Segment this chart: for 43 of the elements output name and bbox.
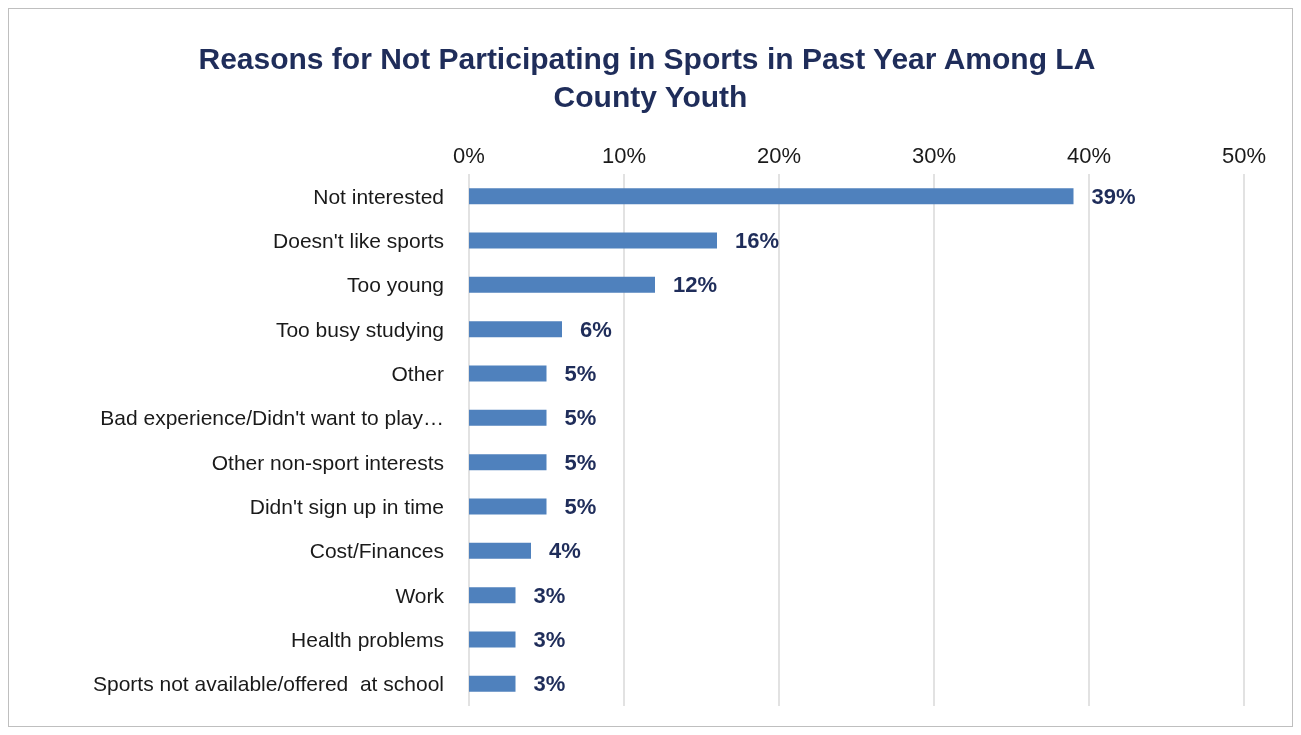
bar bbox=[469, 631, 516, 648]
y-tick-label: Doesn't like sports bbox=[273, 229, 444, 252]
y-tick-label: Cost/Finances bbox=[309, 539, 444, 563]
y-tick-label: Didn't sign up in time bbox=[249, 495, 444, 518]
data-label: 5% bbox=[564, 449, 597, 475]
y-tick-label: Work bbox=[395, 583, 445, 607]
data-label: 5% bbox=[564, 361, 597, 386]
y-tick-label: Too young bbox=[347, 273, 444, 297]
bar bbox=[469, 587, 516, 604]
x-tick-label: 40% bbox=[1066, 142, 1112, 168]
x-tick-label: 10% bbox=[601, 142, 647, 168]
x-tick-label: 0% bbox=[453, 142, 485, 168]
y-tick-label: Other bbox=[391, 362, 444, 385]
bar bbox=[469, 365, 547, 382]
data-label: 16% bbox=[735, 228, 780, 253]
y-tick-label: Bad experience/Didn't want to play… bbox=[100, 406, 444, 430]
bar bbox=[469, 454, 547, 471]
x-tick-label: 50% bbox=[1221, 142, 1267, 168]
bar bbox=[469, 498, 547, 515]
bar bbox=[469, 409, 547, 426]
bar bbox=[469, 276, 655, 293]
bar bbox=[469, 675, 516, 692]
y-tick-label: Other non-sport interests bbox=[211, 450, 444, 474]
y-tick-label: Sports not available/offered at school bbox=[92, 672, 444, 696]
data-label: 5% bbox=[564, 494, 597, 519]
y-tick-label: Health problems bbox=[291, 628, 444, 651]
data-label: 3% bbox=[533, 671, 566, 697]
x-tick-label: 30% bbox=[911, 142, 957, 168]
bar bbox=[469, 321, 562, 338]
data-label: 39% bbox=[1091, 183, 1136, 209]
data-label: 12% bbox=[673, 272, 718, 298]
data-label: 6% bbox=[580, 316, 612, 342]
x-tick-label: 20% bbox=[756, 142, 802, 168]
bar bbox=[469, 188, 1074, 205]
data-label: 5% bbox=[564, 405, 597, 431]
bar bbox=[469, 542, 531, 559]
bar bbox=[469, 232, 717, 249]
data-label: 3% bbox=[533, 627, 566, 652]
y-tick-label: Not interested bbox=[313, 184, 444, 208]
data-label: 4% bbox=[549, 538, 581, 564]
chart-title: Reasons for Not Participating in Sports in Past Year Among LA County Youth bbox=[198, 41, 1103, 113]
data-label: 3% bbox=[533, 582, 566, 608]
y-tick-label: Too busy studying bbox=[275, 317, 444, 341]
